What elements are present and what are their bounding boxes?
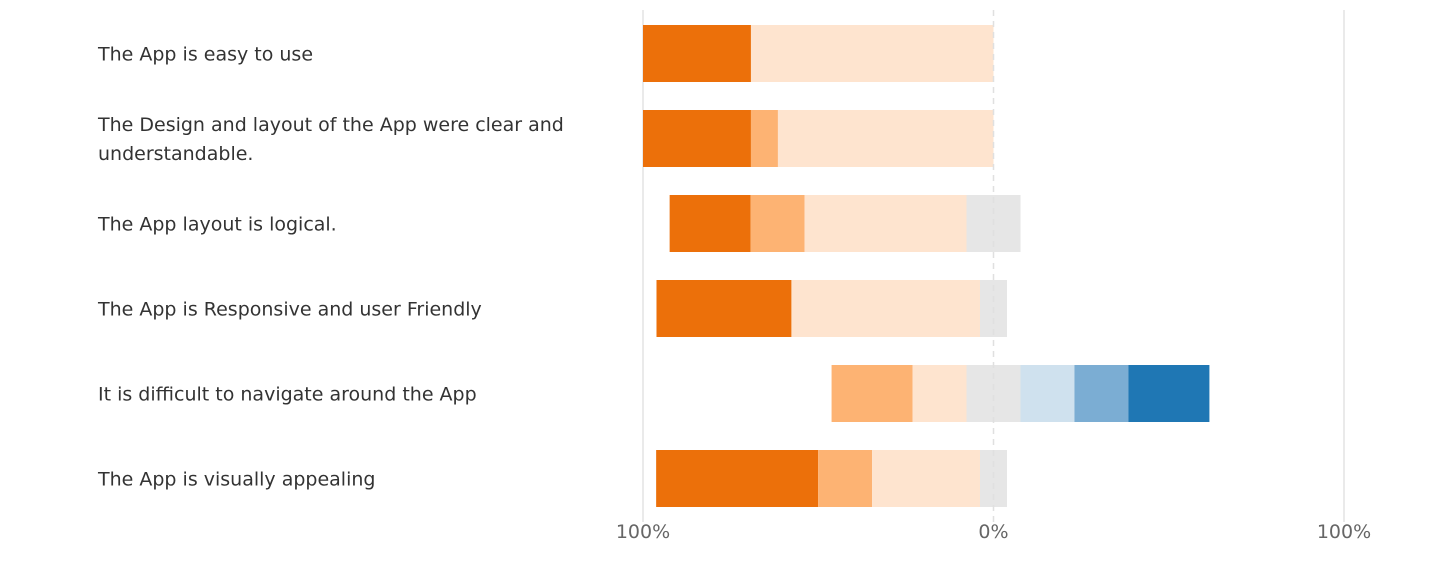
bar-segment bbox=[777, 110, 994, 167]
row-labels: The App is easy to use The Design and lay… bbox=[97, 44, 564, 491]
bar-segment bbox=[831, 365, 913, 422]
bar-segment bbox=[818, 450, 873, 507]
bars-layer bbox=[643, 25, 1210, 507]
x-tick-label: 100% bbox=[1317, 521, 1371, 543]
row-label: The Design and layout of the App were cl… bbox=[97, 114, 564, 165]
bar-segment bbox=[872, 450, 980, 507]
bar-segment bbox=[656, 450, 819, 507]
bar-segment bbox=[750, 25, 994, 82]
bar-segment bbox=[750, 195, 805, 252]
axis-lines bbox=[642, 10, 1345, 522]
row-label: It is difficult to navigate around the A… bbox=[98, 384, 477, 406]
bar-segment bbox=[669, 195, 751, 252]
bar-segment bbox=[656, 280, 792, 337]
bar-segment bbox=[750, 110, 778, 167]
bar-segment bbox=[791, 280, 981, 337]
x-tick-labels: 100% 0% 100% bbox=[616, 521, 1371, 543]
row-label: The App is visually appealing bbox=[97, 469, 375, 491]
bar-segment bbox=[643, 25, 751, 82]
bar-segment bbox=[643, 110, 751, 167]
x-tick-label: 100% bbox=[616, 521, 670, 543]
row-label: The App is easy to use bbox=[97, 44, 313, 66]
row-label: The App layout is logical. bbox=[97, 214, 337, 236]
bar-segment bbox=[1074, 365, 1129, 422]
bar-segment bbox=[804, 195, 967, 252]
bar-segment bbox=[912, 365, 967, 422]
x-tick-label: 0% bbox=[978, 521, 1008, 543]
row-label: The App is Responsive and user Friendly bbox=[97, 299, 482, 321]
bar-segment bbox=[1128, 365, 1210, 422]
bar-segment bbox=[1020, 365, 1075, 422]
